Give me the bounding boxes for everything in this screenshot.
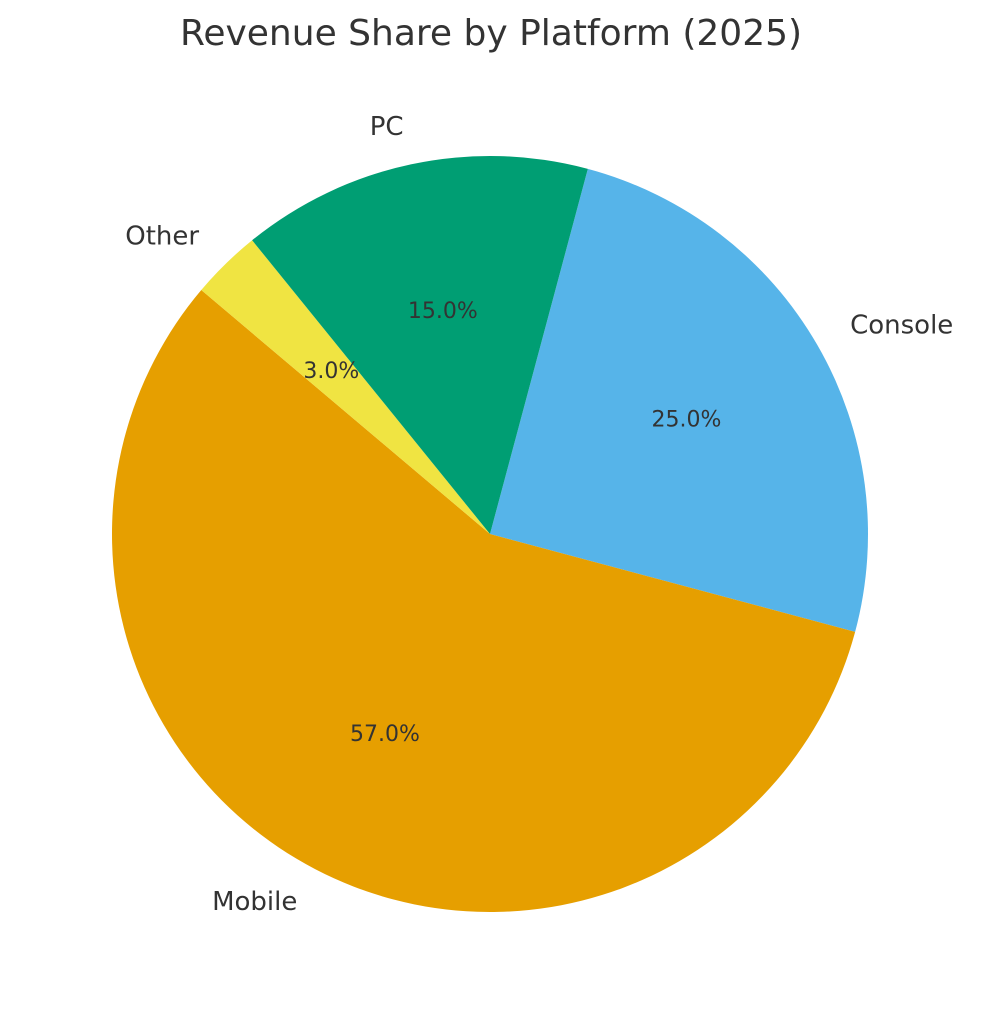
slice-label-mobile: Mobile <box>212 887 297 917</box>
pie-labels: Console 25.0% Mobile 57.0% Other 3.0% PC 15.0% <box>125 112 953 917</box>
pie-slices <box>111 156 868 913</box>
slice-label-other: Other <box>125 221 199 251</box>
chart-title: Revenue Share by Platform (2025) <box>179 13 803 54</box>
pie-slice-pc <box>252 156 588 534</box>
slice-percent-console: 25.0% <box>651 408 721 433</box>
slice-percent-pc: 15.0% <box>408 299 478 324</box>
pie-slice-console <box>490 168 868 632</box>
slice-label-console: Console <box>850 311 953 341</box>
slice-label-pc: PC <box>370 112 404 142</box>
slice-percent-mobile: 57.0% <box>350 722 420 747</box>
pie-slice-mobile <box>111 290 856 913</box>
slice-percent-other: 3.0% <box>303 359 359 384</box>
pie-slice-other <box>201 240 490 534</box>
